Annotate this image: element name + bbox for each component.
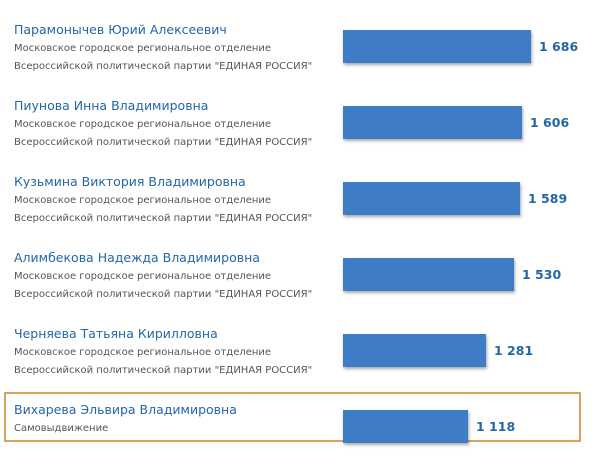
vote-bar — [343, 106, 522, 139]
candidate-name: Парамонычев Юрий Алексеевич — [14, 22, 227, 37]
candidate-name: Вихарева Эльвира Владимировна — [14, 402, 237, 417]
vote-count-label: 1 589 — [528, 191, 568, 206]
vote-bar — [343, 30, 531, 63]
vote-count-label: 1 118 — [476, 419, 516, 434]
candidate-party: Московское городское региональное отделе… — [14, 347, 313, 376]
candidate-party: Московское городское региональное отделе… — [14, 119, 313, 148]
candidate-party: Московское городское региональное отделе… — [14, 195, 313, 224]
candidate-name: Алимбекова Надежда Владимировна — [14, 250, 260, 265]
vote-bar — [343, 410, 468, 443]
vote-count-label: 1 281 — [494, 343, 534, 358]
vote-bar — [343, 258, 514, 291]
candidate-party: Московское городское региональное отделе… — [14, 271, 313, 300]
candidate-party: Московское городское региональное отделе… — [14, 43, 313, 72]
vote-count-label: 1 686 — [539, 39, 579, 54]
candidate-party: Самовыдвижение — [14, 423, 109, 434]
vote-count-label: 1 606 — [530, 115, 570, 130]
vote-bar — [343, 334, 486, 367]
vote-count-label: 1 530 — [522, 267, 562, 282]
highlight-frame — [4, 392, 581, 442]
vote-bar — [343, 182, 520, 215]
candidate-name: Черняева Татьяна Кирилловна — [14, 326, 218, 341]
candidate-name: Пиунова Инна Владимировна — [14, 98, 209, 113]
candidate-name: Кузьмина Виктория Владимировна — [14, 174, 246, 189]
